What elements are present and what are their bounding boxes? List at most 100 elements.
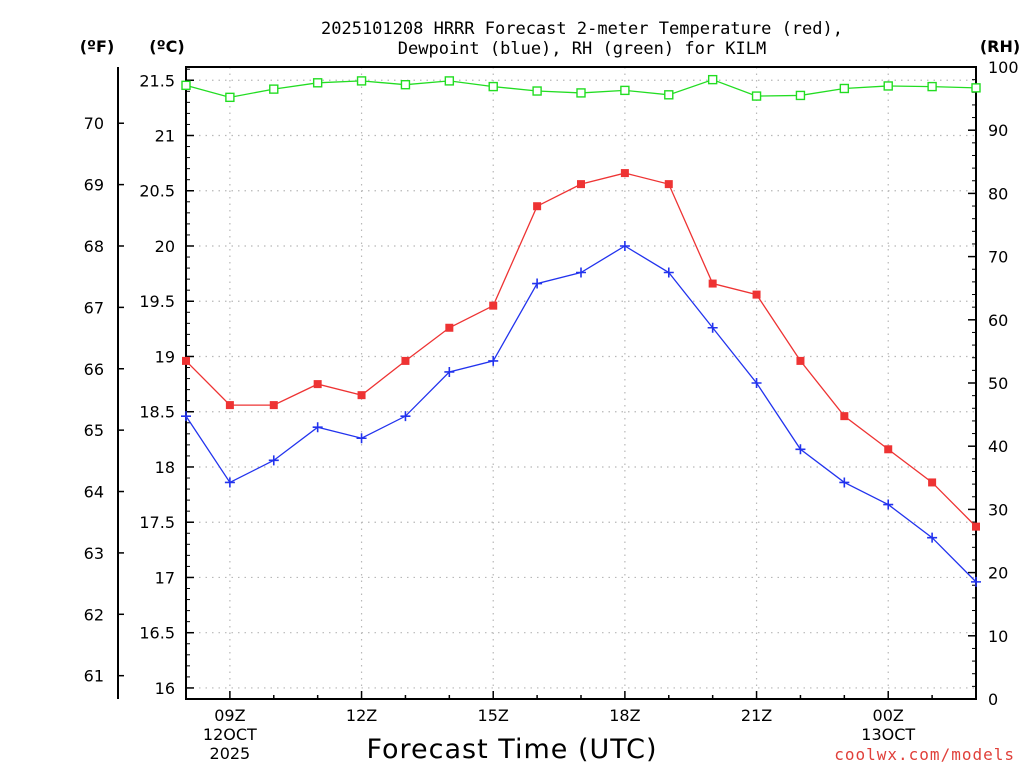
rh-point bbox=[488, 81, 498, 92]
dewpoint-point bbox=[663, 267, 674, 278]
fahrenheit-tick-label: 62 bbox=[84, 605, 104, 624]
rh-tick-label: 90 bbox=[988, 121, 1008, 140]
temperature-point bbox=[357, 391, 366, 400]
rh-point bbox=[927, 81, 937, 92]
temperature-point bbox=[182, 356, 190, 365]
temperature-point bbox=[884, 445, 893, 454]
dewpoint-point bbox=[576, 267, 586, 278]
dewpoint-point bbox=[532, 278, 543, 289]
temperature-point bbox=[313, 380, 322, 389]
temperature-point bbox=[401, 356, 410, 365]
dewpoint-point bbox=[312, 422, 323, 433]
celsius-tick-label: 21.5 bbox=[139, 71, 175, 90]
temperature-point bbox=[225, 401, 234, 410]
temperature-point bbox=[445, 323, 454, 332]
rh-point bbox=[356, 76, 367, 86]
rh-point bbox=[795, 90, 806, 101]
rh-point bbox=[225, 92, 235, 103]
temperature-point bbox=[972, 522, 980, 531]
rh-point bbox=[444, 76, 455, 86]
fahrenheit-tick-label: 69 bbox=[84, 176, 104, 195]
rh-tick-label: 100 bbox=[988, 58, 1019, 77]
dewpoint-point bbox=[707, 322, 718, 333]
dewpoint-point bbox=[927, 532, 938, 543]
fahrenheit-tick-label: 68 bbox=[84, 237, 104, 256]
chart-title-line1: 2025101208 HRRR Forecast 2-meter Tempera… bbox=[321, 19, 843, 39]
fahrenheit-tick-label: 64 bbox=[84, 483, 104, 502]
dewpoint-point bbox=[268, 455, 279, 466]
dewpoint-point bbox=[400, 411, 411, 422]
temperature-point bbox=[620, 169, 629, 178]
fahrenheit-tick-label: 70 bbox=[84, 114, 104, 133]
credit-text: coolwx.com/models bbox=[834, 745, 1015, 764]
celsius-tick-label: 21 bbox=[155, 127, 175, 146]
temperature-line bbox=[185, 172, 977, 528]
rh-point bbox=[620, 85, 630, 96]
rh-point bbox=[312, 78, 323, 88]
fahrenheit-tick-label: 66 bbox=[84, 360, 104, 379]
x-tick-label: 12Z bbox=[346, 706, 377, 725]
fahrenheit-tick-label: 63 bbox=[84, 544, 104, 563]
rh-point bbox=[707, 74, 718, 85]
plot-frame bbox=[185, 66, 977, 700]
temperature-point bbox=[840, 412, 849, 421]
celsius-tick-label: 19.5 bbox=[139, 292, 175, 311]
chart-title-line2: Dewpoint (blue), RH (green) for KILM bbox=[398, 39, 766, 59]
x-tick-label: 15Z bbox=[478, 706, 509, 725]
dewpoint-point bbox=[444, 366, 455, 377]
temperature-point bbox=[796, 356, 805, 365]
fahrenheit-tick-label: 65 bbox=[84, 421, 104, 440]
x-tick-year-label: 2025 bbox=[210, 744, 251, 763]
celsius-tick-label: 17 bbox=[155, 568, 175, 587]
temperature-point bbox=[708, 279, 717, 288]
celsius-tick-label: 16.5 bbox=[139, 624, 175, 643]
dewpoint-point bbox=[883, 499, 894, 510]
rh-tick-label: 0 bbox=[988, 690, 998, 709]
rh-tick-label: 20 bbox=[988, 564, 1008, 583]
temperature-point bbox=[664, 180, 673, 189]
rh-point bbox=[400, 79, 411, 90]
celsius-tick-label: 16 bbox=[155, 679, 175, 698]
rh-point bbox=[664, 90, 674, 100]
rh-tick-label: 30 bbox=[988, 500, 1008, 519]
fahrenheit-tick-label: 67 bbox=[84, 298, 104, 317]
rh-point bbox=[576, 88, 586, 98]
rh-point bbox=[883, 81, 893, 91]
rh-tick-label: 60 bbox=[988, 311, 1008, 330]
rh-point bbox=[532, 86, 542, 96]
temperature-point bbox=[489, 301, 498, 310]
x-tick-label: 09Z bbox=[214, 706, 245, 725]
rh-tick-label: 40 bbox=[988, 437, 1008, 456]
temperature-point bbox=[752, 290, 761, 299]
rh-point bbox=[181, 80, 191, 91]
rh-tick-label: 70 bbox=[988, 248, 1008, 267]
temperature-point bbox=[928, 478, 937, 487]
x-tick-date-label: 12OCT bbox=[203, 725, 257, 744]
temperature-point bbox=[269, 401, 278, 410]
rh-point bbox=[751, 91, 762, 101]
x-tick-label: 18Z bbox=[609, 706, 640, 725]
x-axis-label: Forecast Time (UTC) bbox=[366, 734, 657, 765]
celsius-tick-label: 17.5 bbox=[139, 513, 175, 532]
dewpoint-point bbox=[181, 411, 191, 422]
x-tick-date-label: 13OCT bbox=[861, 725, 915, 744]
celsius-tick-label: 18 bbox=[155, 458, 175, 477]
temperature-point bbox=[577, 180, 585, 189]
celsius-unit-label: (ºC) bbox=[149, 37, 184, 56]
rh-unit-label: (RH) bbox=[980, 37, 1020, 56]
dewpoint-point bbox=[619, 240, 630, 251]
dewpoint-point bbox=[488, 355, 499, 366]
celsius-tick-label: 20.5 bbox=[139, 182, 175, 201]
x-tick-label: 00Z bbox=[873, 706, 904, 725]
dewpoint-point bbox=[971, 576, 981, 587]
fahrenheit-tick-label: 61 bbox=[84, 667, 104, 686]
celsius-tick-label: 18.5 bbox=[139, 403, 175, 422]
fahrenheit-unit-label: (ºF) bbox=[80, 37, 115, 56]
dewpoint-point bbox=[751, 378, 762, 388]
x-tick-label: 21Z bbox=[741, 706, 772, 725]
gridlines bbox=[186, 67, 976, 699]
dewpoint-point bbox=[224, 477, 235, 488]
rh-point bbox=[269, 84, 279, 94]
